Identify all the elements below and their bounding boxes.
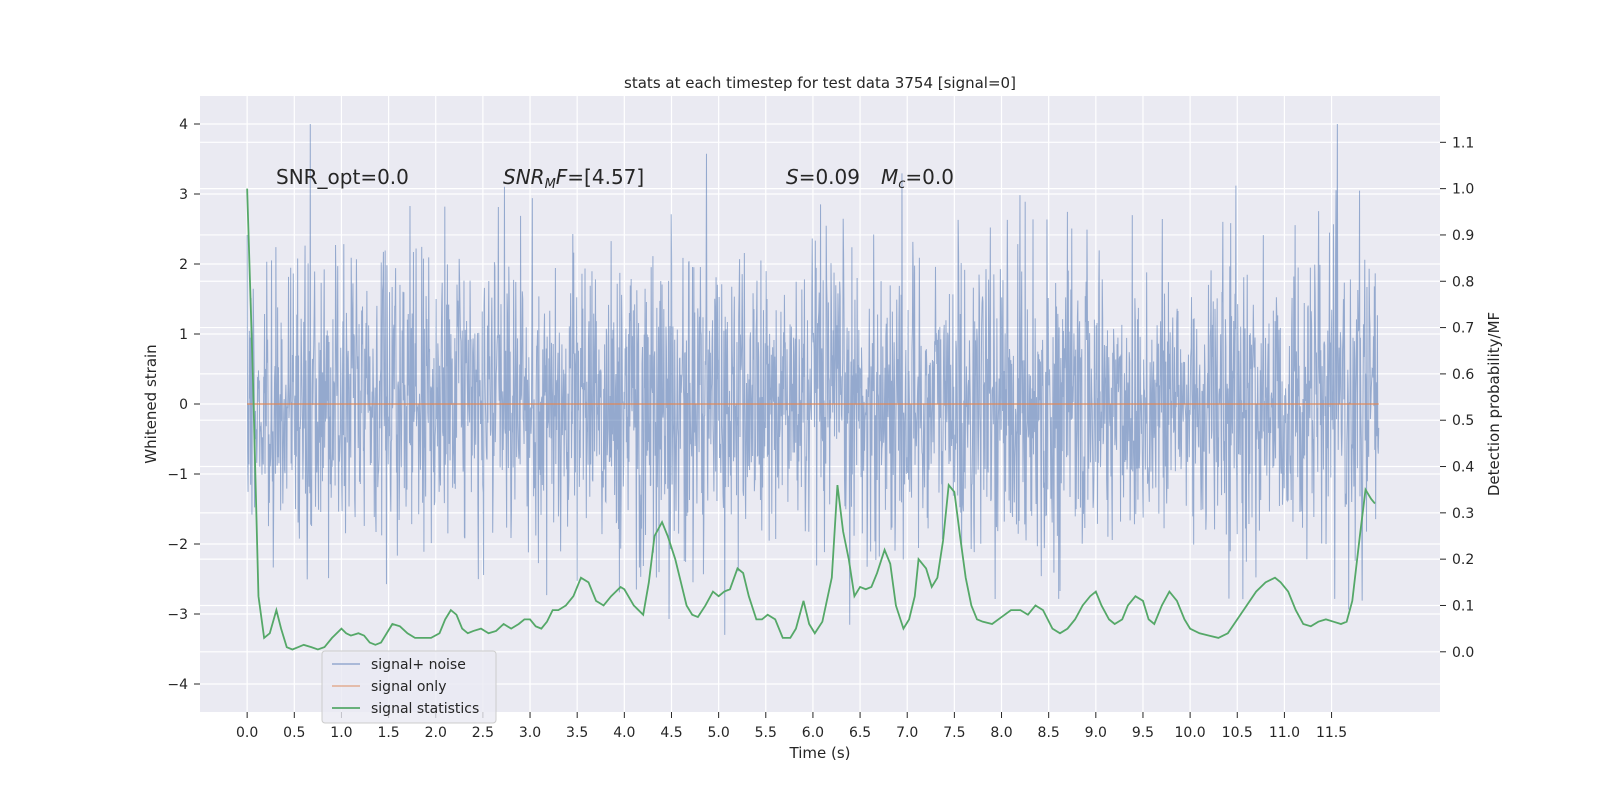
y-axis-label: Whitened strain [142, 344, 160, 463]
y2-tick-label-4: 0.7 [1452, 321, 1474, 337]
y-tick-label-4: 0 [179, 397, 188, 413]
y2-tick-label-2: 0.9 [1452, 228, 1474, 244]
y2-tick-label-1: 1.0 [1452, 182, 1474, 198]
x-axis-label: Time (s) [789, 744, 851, 762]
x-tick-label-17: 8.5 [1038, 725, 1060, 741]
x-tick-labels: 0.0 0.5 1.0 1.5 2.0 2.5 3.0 3.5 4.0 4.5 5.0 5.5 6.0 6… [236, 712, 1347, 741]
series-signal-statistics [246, 188, 1376, 651]
x-tick-label-20: 10.0 [1175, 725, 1206, 741]
legend-label-signal-only: signal only [371, 679, 446, 695]
x-tick-label-6: 3.0 [519, 725, 541, 741]
y-tick-label-1: 3 [179, 187, 188, 203]
x-tick-label-3: 1.5 [377, 725, 399, 741]
x-tick-label-8: 4.0 [613, 725, 635, 741]
y2-tick-label-0: 1.1 [1452, 135, 1474, 151]
y-tick-label-0: 4 [179, 117, 188, 133]
chart-title: stats at each timestep for test data 375… [624, 74, 1016, 92]
x-tick-label-18: 9.0 [1085, 725, 1107, 741]
annotation-snr-mf: SNRMF=[4.57] [503, 165, 644, 192]
y-tick-label-6: −2 [167, 537, 188, 553]
x-tick-label-11: 5.5 [755, 725, 777, 741]
y2-tick-label-3: 0.8 [1452, 274, 1474, 290]
x-tick-label-2: 1.0 [330, 725, 352, 741]
x-tick-label-5: 2.5 [472, 725, 494, 741]
y2-tick-label-6: 0.5 [1452, 413, 1474, 429]
legend-box [321, 650, 497, 724]
legend-label-signal-statistics: signal statistics [371, 701, 479, 717]
x-tick-label-14: 7.0 [896, 725, 918, 741]
legend: signal+ noise signal only signal statist… [321, 650, 497, 724]
x-tick-label-15: 7.5 [943, 725, 965, 741]
x-tick-label-4: 2.0 [425, 725, 447, 741]
x-tick-label-1: 0.5 [283, 725, 305, 741]
x-tick-label-19: 9.5 [1132, 725, 1154, 741]
y2-tick-label-10: 0.1 [1452, 598, 1474, 614]
x-tick-label-0: 0.0 [236, 725, 258, 741]
y2-tick-label-7: 0.4 [1452, 460, 1474, 476]
y-tick-label-3: 1 [179, 327, 188, 343]
y2-tick-labels: 1.1 1.0 0.9 0.8 0.7 0.6 0.5 0.4 0.3 0.2 0.1 0.0 [1440, 135, 1474, 661]
y-tick-label-5: −1 [167, 467, 188, 483]
annotation-s-value: S=0.09 [786, 165, 860, 189]
x-tick-label-10: 5.0 [707, 725, 729, 741]
x-tick-label-23: 11.5 [1316, 725, 1347, 741]
x-tick-label-12: 6.0 [802, 725, 824, 741]
y2-axis-label: Detection probability/MF [1485, 312, 1503, 496]
x-tick-label-16: 8.0 [990, 725, 1012, 741]
y-tick-label-7: −3 [167, 607, 188, 623]
x-tick-label-7: 3.5 [566, 725, 588, 741]
x-tick-label-13: 6.5 [849, 725, 871, 741]
y-tick-labels: 4 3 2 1 0 −1 −2 −3 −4 [167, 117, 200, 693]
y2-tick-label-8: 0.3 [1452, 506, 1474, 522]
annotation-mc-value: Mc=0.0 [881, 165, 954, 192]
y2-tick-label-5: 0.6 [1452, 367, 1474, 383]
x-tick-label-9: 4.5 [660, 725, 682, 741]
x-tick-label-22: 11.0 [1269, 725, 1300, 741]
x-tick-label-21: 10.5 [1222, 725, 1253, 741]
y2-tick-label-9: 0.2 [1452, 552, 1474, 568]
legend-label-signal-plus-noise: signal+ noise [371, 657, 466, 673]
y2-tick-label-11: 0.0 [1452, 645, 1474, 661]
y-tick-label-8: −4 [167, 677, 188, 693]
annotation-snr-opt: SNR_opt=0.0 [276, 165, 409, 189]
y-tick-label-2: 2 [179, 257, 188, 273]
